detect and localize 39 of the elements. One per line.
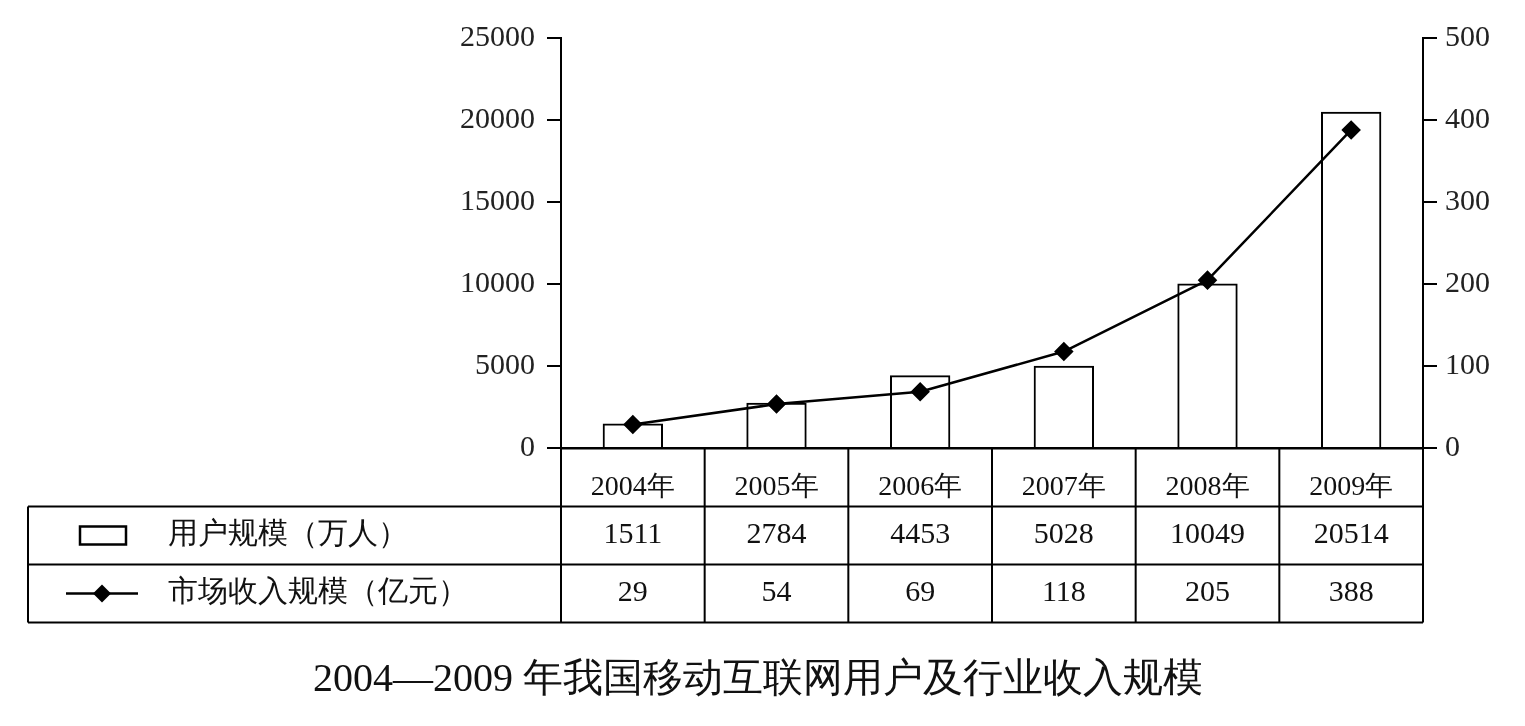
y2-tick-label: 300 <box>1445 183 1490 217</box>
data-label: 1511 <box>603 516 663 550</box>
data-label: 4453 <box>890 516 951 550</box>
data-label: 29 <box>617 574 648 608</box>
data-label: 69 <box>905 574 936 608</box>
x-tick-label: 2007年 <box>1021 469 1106 501</box>
y-tick-label: 25000 <box>460 18 535 52</box>
data-label: 2784 <box>746 516 807 550</box>
point <box>1054 342 1074 361</box>
y2-tick-label: 500 <box>1445 18 1490 52</box>
point <box>1341 120 1361 140</box>
data-label: 54 <box>761 574 792 608</box>
y-tick-label: 10000 <box>460 265 535 299</box>
point <box>910 382 930 402</box>
data-label: 20514 <box>1313 516 1389 550</box>
legend-label: 市场收入规模（亿元） <box>168 573 468 609</box>
y-tick-label: 15000 <box>460 183 535 217</box>
y2-tick-label: 0 <box>1445 429 1460 463</box>
legend-label: 用户规模（万人） <box>168 515 408 551</box>
data-label: 205 <box>1185 574 1230 608</box>
data-label: 118 <box>1041 574 1086 608</box>
data-label: 5028 <box>1033 516 1094 550</box>
data-label: 388 <box>1328 574 1374 608</box>
y-tick-label: 0 <box>520 429 535 463</box>
y-tick-label: 20000 <box>460 100 535 134</box>
y2-tick-label: 200 <box>1445 265 1490 299</box>
point <box>1198 270 1217 290</box>
y-tick-label: 5000 <box>475 347 535 381</box>
x-tick-label: 2005年 <box>734 469 819 501</box>
x-tick-label: 2008年 <box>1165 469 1250 501</box>
point <box>767 394 786 414</box>
x-tick-label: 2006年 <box>878 469 963 501</box>
y2-tick-label: 100 <box>1445 347 1490 381</box>
x-tick-label: 2004年 <box>590 469 675 501</box>
text: 2004—2009 年我国移动互联网用户及行业收入规模 <box>312 654 1204 702</box>
x-tick-label: 2009年 <box>1309 469 1394 501</box>
y2-tick-label: 400 <box>1445 100 1490 134</box>
data-label: 10049 <box>1170 516 1245 550</box>
point <box>623 415 643 434</box>
